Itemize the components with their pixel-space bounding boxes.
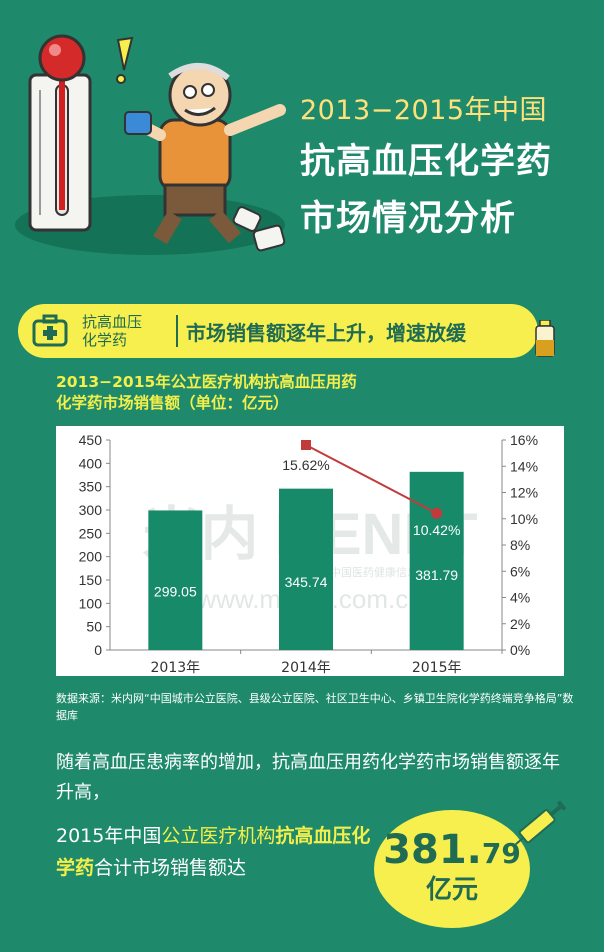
patient-figure [124,63,286,245]
chart-title-line-2: 化学药市场销售额（单位：亿元） [56,394,289,412]
sales-chart: 米内 MENET中国医药健康信息综合平台www.menet.com.cn0501… [56,426,564,676]
thermometer-patient-illustration [15,34,286,255]
y-left-tick-label: 300 [79,502,103,518]
banner-category-line-2: 化学药 [82,331,128,349]
y-right-tick-label: 4% [510,590,530,606]
y-left-tick-label: 350 [79,479,103,495]
body-paragraph-1: 随着高血压患病率的增加，抗高血压用药化学药市场销售额逐年升高， [56,752,560,803]
alert-icon [116,36,134,84]
y-left-tick-label: 400 [79,455,103,471]
y-left-tick-label: 50 [86,619,102,635]
y-left-tick-label: 150 [79,572,103,588]
banner-headline: 市场销售额逐年上升，增速放缓 [186,321,466,345]
bar [279,488,333,650]
x-tick-label: 2013年 [151,660,201,676]
bar [148,510,203,650]
growth-rate-label: 15.62% [282,457,329,473]
hero-title: 2013−2015年中国 抗高血压化学药 市场情况分析 [300,88,600,241]
para2-highlight-institution: 公立医疗机构 [161,825,276,847]
banner-divider [176,315,178,347]
medicine-bottle-icon [535,320,555,357]
badge-value-int: 381. [383,827,482,873]
bar [409,471,464,650]
y-right-tick-label: 10% [510,511,538,527]
body-paragraph-2: 2015年中国公立医疗机构抗高血压化学药合计市场销售额达 [56,820,376,884]
title-line-3: 市场情况分析 [300,199,517,239]
y-right-tick-label: 12% [510,485,538,501]
section-banner: 抗高血压 化学药 市场销售额逐年上升，增速放缓 [18,304,538,358]
y-left-tick-label: 100 [79,595,103,611]
y-left-tick-label: 0 [94,642,102,658]
para2-part-d: 合计市场销售额达 [94,857,247,879]
syringe-icon [515,800,567,845]
y-right-tick-label: 2% [510,616,530,632]
bar-value-label: 299.05 [154,583,197,599]
sales-chart-svg: 米内 MENET中国医药健康信息综合平台www.menet.com.cn0501… [79,432,538,676]
y-right-tick-label: 14% [510,458,538,474]
y-right-tick-label: 6% [510,563,530,579]
hero-illustration: 2013−2015年中国 抗高血压化学药 市场情况分析 [0,0,604,290]
pill-bottle-icon [232,206,286,252]
title-line-2: 抗高血压化学药 [300,142,553,182]
chart-title: 2013−2015年公立医疗机构抗高血压用药 化学药市场销售额（单位：亿元） [56,372,357,414]
banner-category-line-1: 抗高血压 [82,313,143,331]
bar-value-label: 345.74 [285,574,328,590]
bar-value-label: 381.79 [415,567,458,583]
badge-unit: 亿元 [425,875,478,905]
x-tick-label: 2015年 [412,660,462,676]
growth-rate-line [305,444,438,515]
first-aid-kit-icon [32,313,68,349]
growth-rate-point [431,507,443,519]
y-left-tick-label: 250 [79,525,103,541]
total-sales-badge: 381.79 亿元 [374,810,530,928]
badge-value-dec: 79 [481,837,521,870]
banner-category: 抗高血压 化学药 [82,313,142,349]
growth-rate-point [301,439,311,450]
para2-part-a: 2015年中国 [56,825,162,847]
data-source-note: 数据来源：米内网“中国城市公立医院、县级公立医院、社区卫生中心、乡镇卫生院化学药… [56,692,574,722]
y-right-tick-label: 0% [510,642,530,658]
thermometer-icon [28,34,92,232]
growth-rate-label: 10.42% [413,522,460,538]
chart-title-line-1: 2013−2015年公立医疗机构抗高血压用药 [56,373,357,391]
y-right-tick-label: 8% [510,537,530,553]
y-left-tick-label: 450 [79,432,103,448]
y-left-tick-label: 200 [79,549,103,565]
title-line-1: 2013−2015年中国 [300,95,548,126]
badge-value: 381.79 [374,828,530,876]
x-tick-label: 2014年 [281,660,331,676]
para2-highlight-drug: 抗高血压化学药 [56,825,371,879]
y-right-tick-label: 16% [510,432,538,448]
